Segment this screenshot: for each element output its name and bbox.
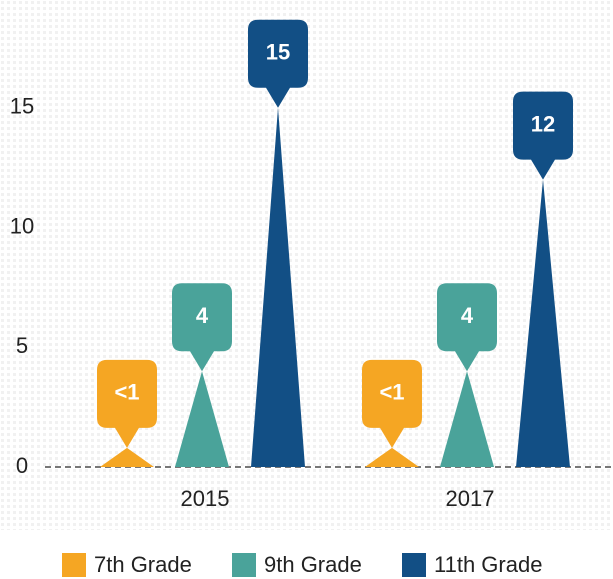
data-label: 12 (531, 111, 555, 136)
data-label: 15 (266, 40, 290, 65)
spike (365, 447, 419, 467)
spike (100, 447, 154, 467)
x-tick-label: 2015 (181, 486, 230, 511)
y-tick-label: 5 (16, 333, 28, 358)
x-tick-label: 2017 (446, 486, 495, 511)
y-tick-label: 15 (10, 94, 34, 119)
y-tick-label: 10 (10, 213, 34, 238)
data-label: 4 (196, 303, 209, 328)
legend-swatch (402, 553, 426, 577)
label-bubble (97, 359, 157, 448)
label-bubble (248, 19, 308, 108)
data-label: 4 (461, 303, 474, 328)
background (0, 0, 613, 530)
spike (251, 107, 305, 468)
y-tick-label: 0 (16, 453, 28, 478)
data-label: <1 (379, 380, 404, 405)
legend-swatch (62, 553, 86, 577)
spike (175, 371, 229, 467)
data-label: <1 (114, 380, 139, 405)
label-bubble (513, 91, 573, 180)
legend-label: 7th Grade (94, 552, 192, 577)
spike (440, 371, 494, 467)
legend-swatch (232, 553, 256, 577)
legend-label: 9th Grade (264, 552, 362, 577)
legend-label: 11th Grade (434, 552, 542, 577)
label-bubble (362, 359, 422, 448)
spike (516, 179, 570, 467)
label-bubble (172, 283, 232, 372)
label-bubble (437, 283, 497, 372)
